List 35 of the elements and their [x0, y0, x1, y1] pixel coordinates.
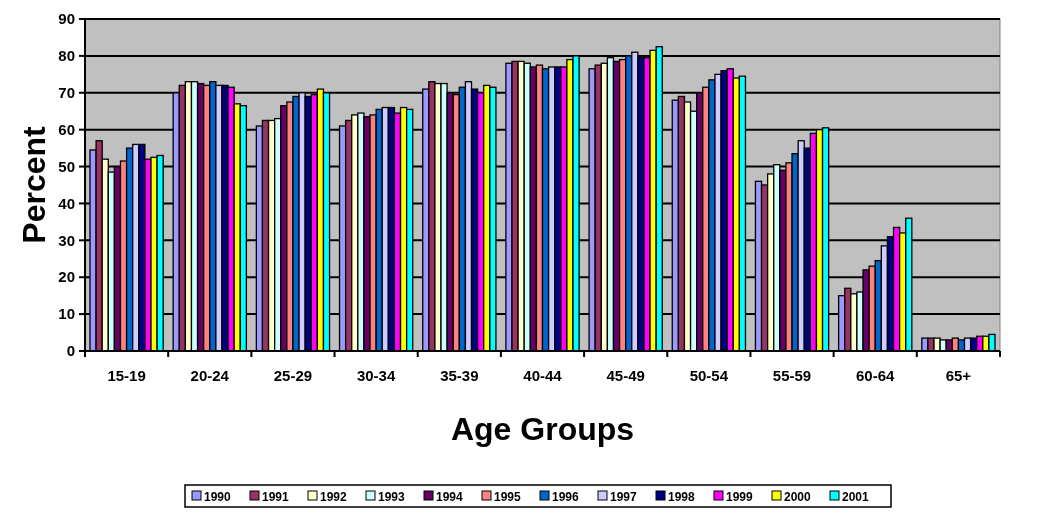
legend-label: 1991 [262, 489, 290, 504]
legend-label: 1998 [668, 489, 696, 504]
x-tick-label: 40-44 [523, 367, 563, 384]
legend-label: 1997 [610, 489, 638, 504]
y-tick-label: 90 [58, 10, 75, 28]
x-tick-label: 50-54 [689, 367, 729, 384]
legend-label: 2001 [842, 489, 870, 504]
legend-label: 1992 [320, 489, 348, 504]
y-tick-label: 40 [58, 194, 75, 212]
x-tick-label: 20-24 [190, 367, 230, 384]
x-tick-label: 15-19 [107, 367, 146, 384]
x-tick-label: 45-49 [606, 367, 645, 384]
y-tick-label: 80 [58, 47, 75, 65]
x-tick-label: 35-39 [440, 367, 479, 384]
x-tick-label: 55-59 [772, 367, 812, 384]
x-tick-label: 30-34 [356, 367, 396, 384]
x-tick-label: 60-64 [856, 367, 896, 384]
legend-label: 1990 [204, 489, 232, 504]
y-tick-label: 0 [66, 342, 75, 360]
legend-label: 2000 [784, 489, 812, 504]
legend-label: 1999 [726, 489, 754, 504]
y-tick-label: 70 [58, 84, 75, 102]
legend-label: 1993 [378, 489, 406, 504]
y-tick-label: 50 [58, 157, 75, 175]
y-axis-title: Percent [16, 125, 52, 244]
y-tick-label: 60 [58, 120, 75, 138]
y-tick-label: 20 [58, 268, 75, 286]
x-tick-label: 65+ [945, 367, 972, 384]
legend-label: 1996 [552, 489, 580, 504]
legend-label: 1994 [436, 489, 464, 504]
y-tick-label: 10 [58, 305, 75, 323]
legend-label: 1995 [494, 489, 522, 504]
x-axis-title: Age Groups [450, 411, 635, 447]
x-tick-label: 25-29 [273, 367, 313, 384]
y-tick-label: 30 [58, 231, 75, 249]
